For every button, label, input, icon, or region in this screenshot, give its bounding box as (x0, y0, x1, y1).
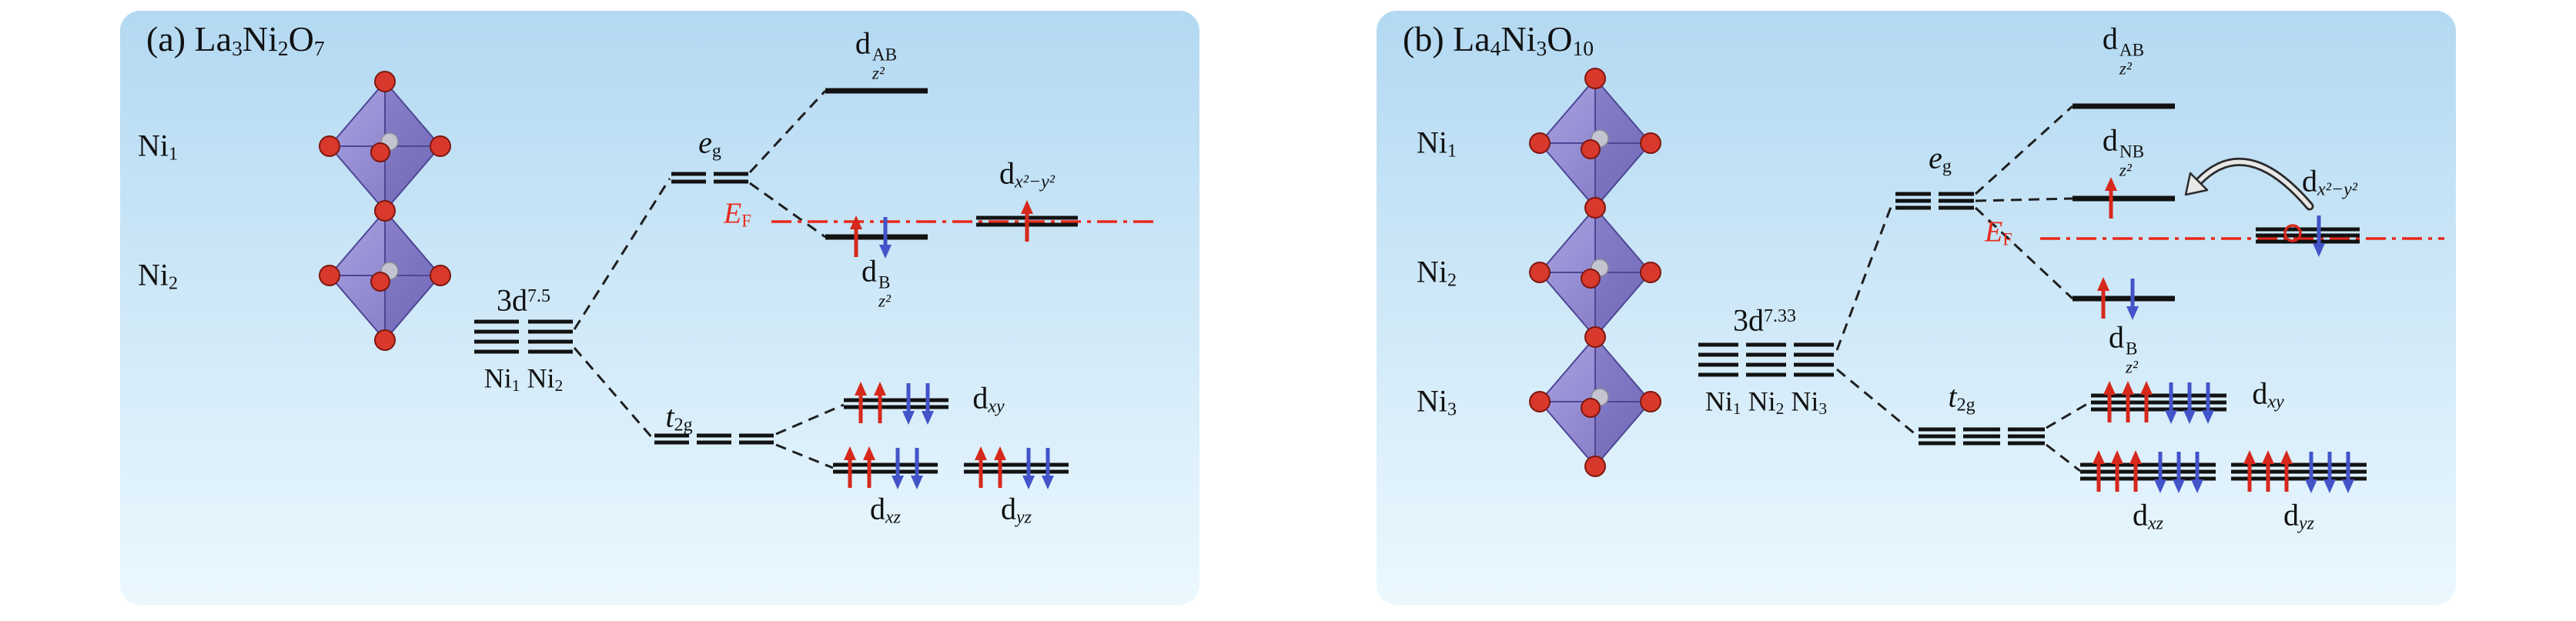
oxygen-atom (374, 200, 396, 222)
oxygen-atom (1529, 262, 1551, 283)
oxygen-atom (1581, 139, 1601, 159)
oxygen-atom (319, 135, 340, 157)
nio6-octahedra-b (1529, 68, 1661, 477)
t2g-level-b (1919, 427, 2045, 446)
oxygen-atom (1529, 391, 1551, 412)
electron-arrows-a (844, 200, 1054, 489)
oxygen-atom (374, 329, 396, 351)
oxygen-atom (430, 265, 451, 286)
electron-transfer-arrow-icon (2184, 158, 2314, 211)
splitting-dashes-a (573, 89, 845, 469)
panel-b-background (1377, 11, 2456, 605)
oxygen-atom (1640, 262, 1661, 283)
oxygen-atom (1529, 132, 1551, 154)
oxygen-atom (1581, 398, 1601, 418)
dx2y2-level-b (2256, 227, 2360, 244)
oxygen-atom (1584, 197, 1606, 219)
panel-a-background (120, 11, 1199, 605)
nio6-octahedra-a (319, 71, 451, 351)
oxygen-atom (1581, 269, 1601, 289)
oxygen-atom (370, 272, 390, 292)
oxygen-atom (1584, 326, 1606, 348)
oxygen-atom (430, 135, 451, 157)
oxygen-atom (1640, 391, 1661, 412)
levels-3d-a (474, 319, 573, 354)
oxygen-atom (370, 142, 390, 162)
oxygen-atom (1640, 132, 1661, 154)
hole-circle-icon (2283, 224, 2302, 242)
electron-arrows-b (2093, 177, 2354, 493)
oxygen-atom (319, 265, 340, 286)
dxy-level-b (2091, 393, 2226, 412)
oxygen-atom (1584, 68, 1606, 89)
splitting-dashes-b (1835, 105, 2092, 472)
dxz-dyz-levels-b (2080, 462, 2367, 481)
t2g-level-a (654, 433, 774, 445)
oxygen-atom (1584, 456, 1606, 477)
eg-level-a (671, 172, 748, 184)
eg-level-b (1895, 192, 1974, 210)
oxygen-atom (374, 71, 396, 92)
dxz-dyz-levels-a (833, 462, 1069, 474)
levels-3d-b (1698, 342, 1834, 377)
